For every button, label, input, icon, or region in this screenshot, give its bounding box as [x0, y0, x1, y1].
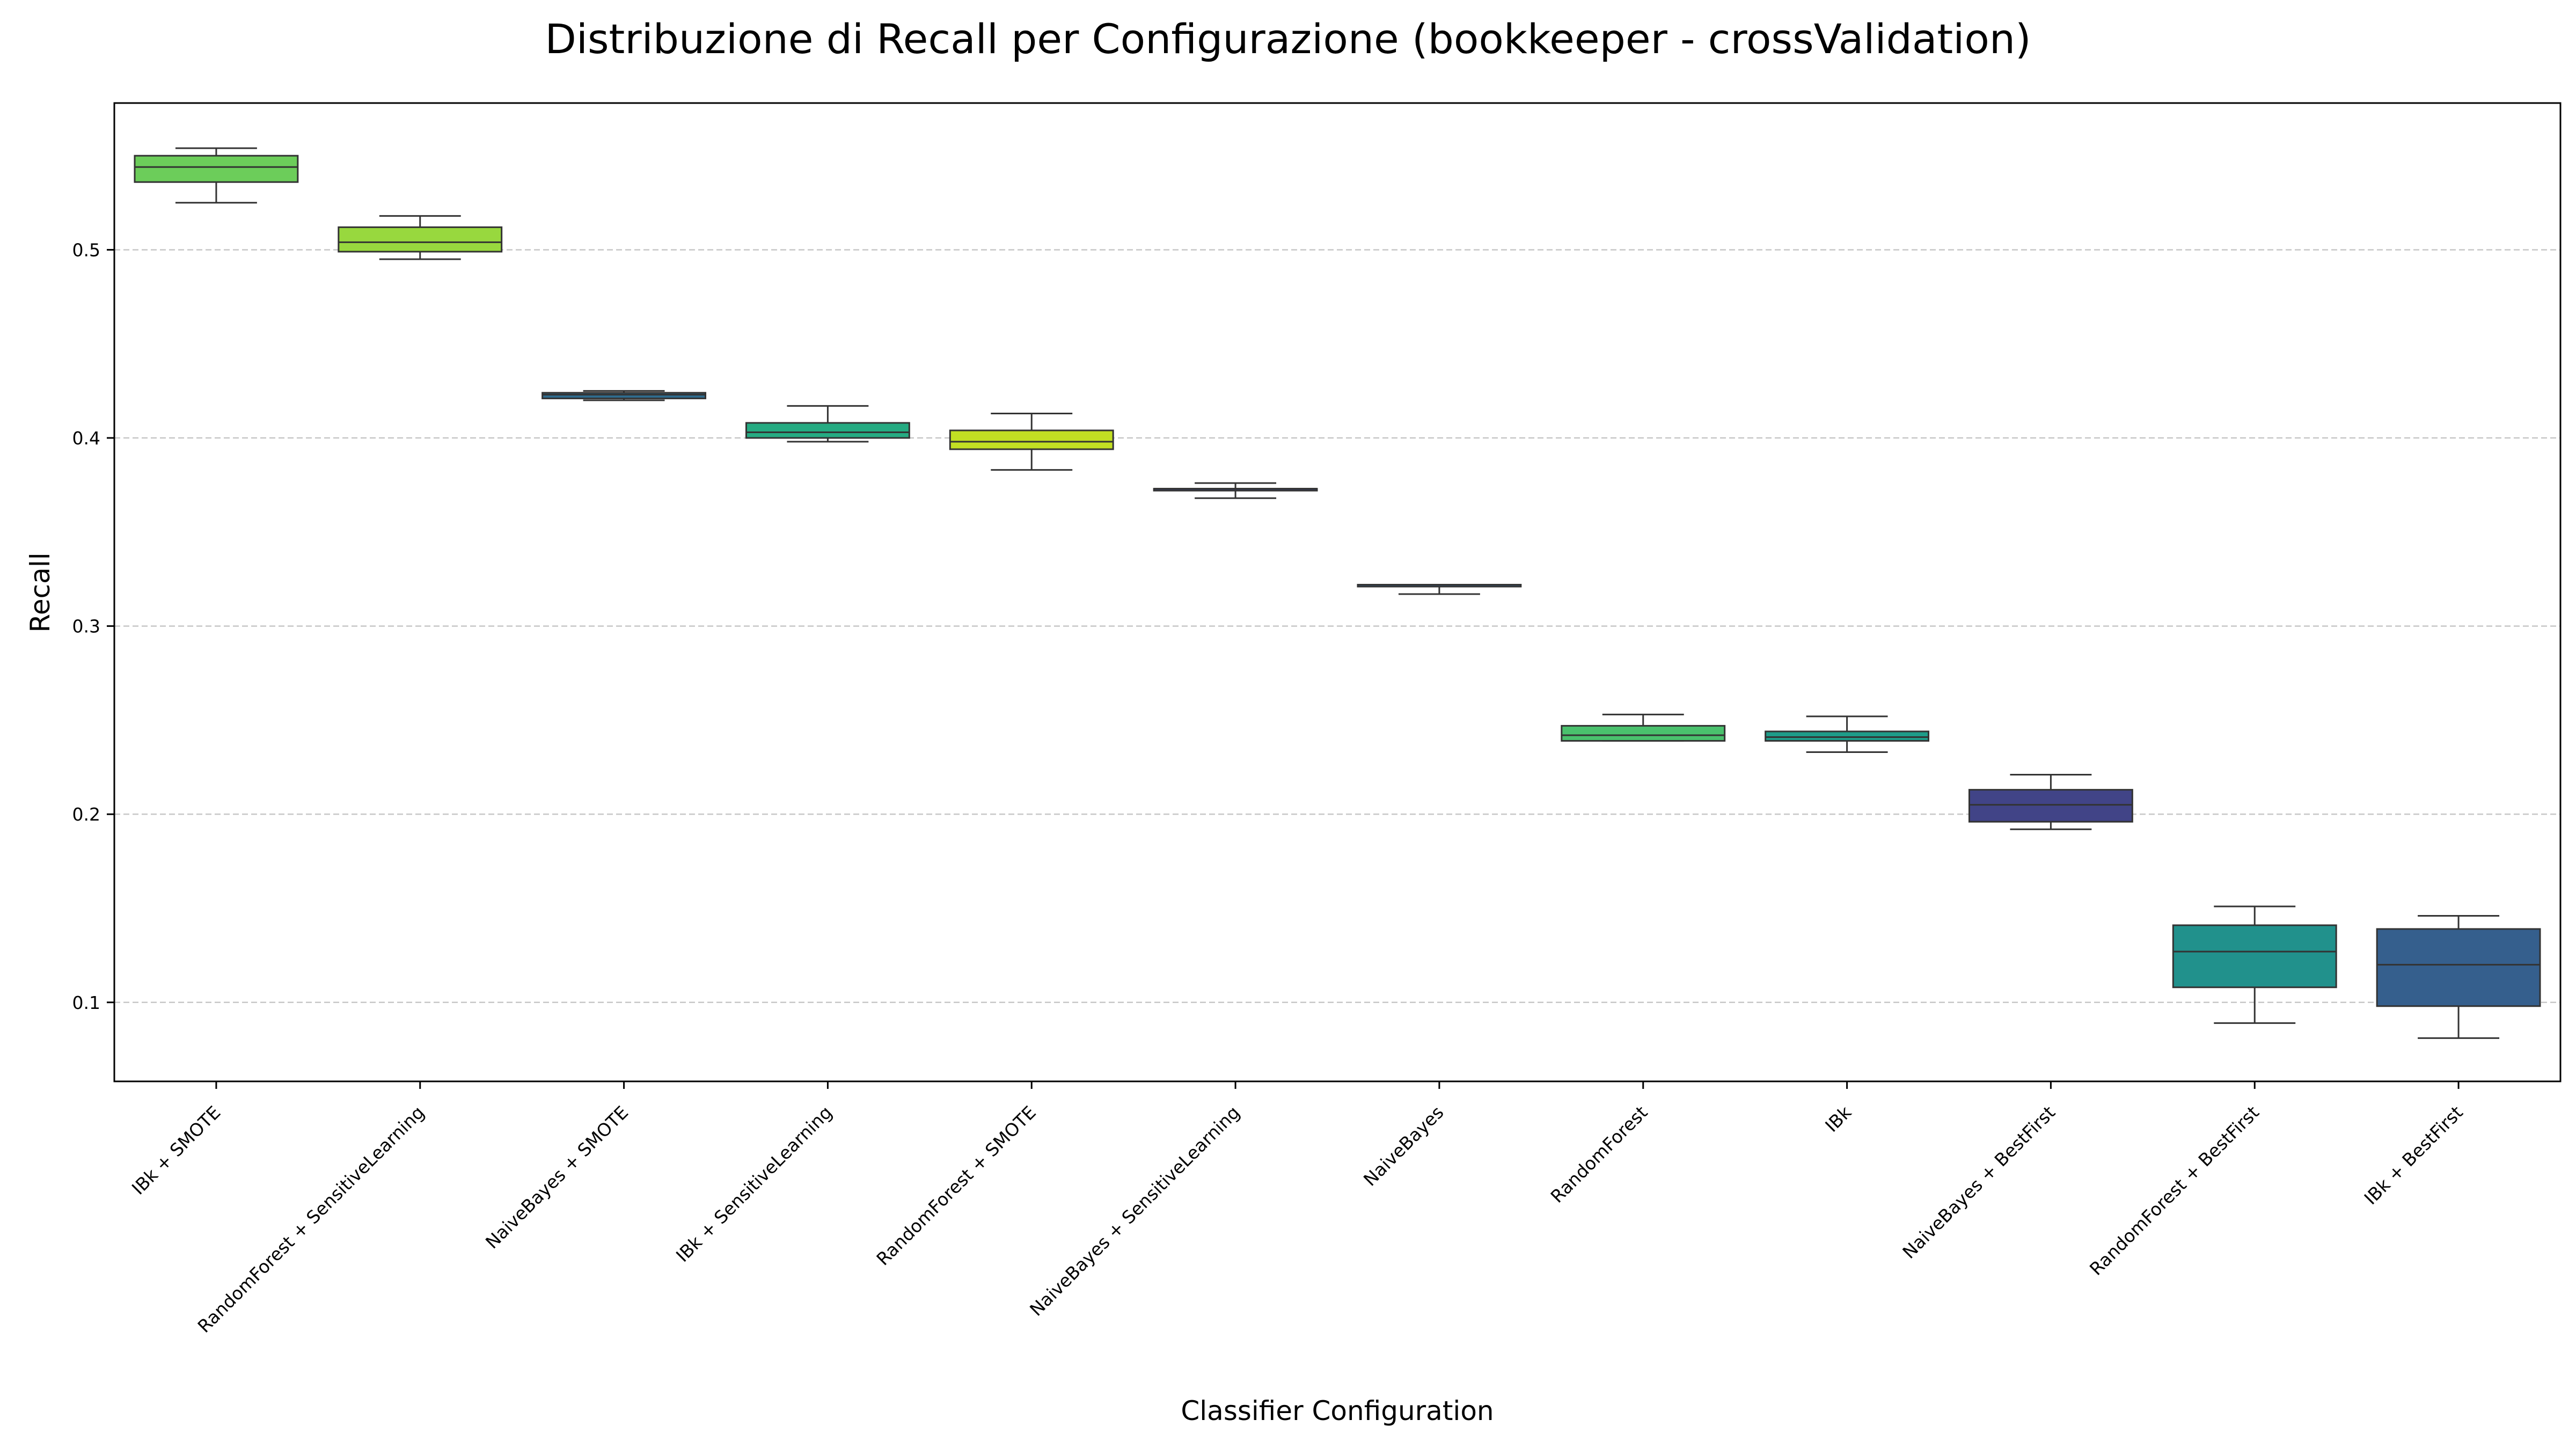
- box-7: [1357, 583, 1522, 595]
- box-8: [1561, 713, 1726, 742]
- iqr-box: [949, 429, 1114, 450]
- y-axis-ticks: 0.1 0.2 0.3 0.4 0.5: [72, 239, 114, 1013]
- box-5: [949, 412, 1114, 471]
- box-3: [541, 390, 707, 401]
- box-4: [745, 405, 910, 443]
- y-tick-label: 0.3: [72, 616, 100, 637]
- box-2: [338, 215, 503, 260]
- x-axis-label: Classifier Configuration: [1181, 1395, 1494, 1426]
- iqr-box: [541, 392, 707, 399]
- iqr-box: [338, 226, 503, 253]
- iqr-box: [2172, 924, 2337, 989]
- y-axis-label: Recall: [25, 552, 56, 632]
- box-1: [134, 147, 299, 204]
- y-tick-label: 0.5: [72, 239, 100, 260]
- y-tick-label: 0.2: [72, 804, 100, 825]
- box-12: [2376, 914, 2541, 1039]
- y-tick-label: 0.4: [72, 428, 100, 449]
- iqr-box: [134, 155, 299, 183]
- box-9: [1765, 715, 1930, 753]
- box-11: [2172, 905, 2337, 1024]
- iqr-box: [1968, 789, 2133, 823]
- plot-area-frame: [113, 102, 2562, 1082]
- box-10: [1968, 774, 2133, 830]
- iqr-box: [2376, 928, 2541, 1007]
- chart-title: Distribuzione di Recall per Configurazio…: [545, 15, 2031, 63]
- y-tick-label: 0.1: [72, 992, 100, 1013]
- iqr-box: [1561, 724, 1726, 742]
- iqr-box: [745, 422, 910, 439]
- grid-lines: [114, 249, 2560, 1004]
- boxes: [134, 147, 2541, 1039]
- box-6: [1153, 482, 1318, 499]
- iqr-box: [1765, 730, 1930, 742]
